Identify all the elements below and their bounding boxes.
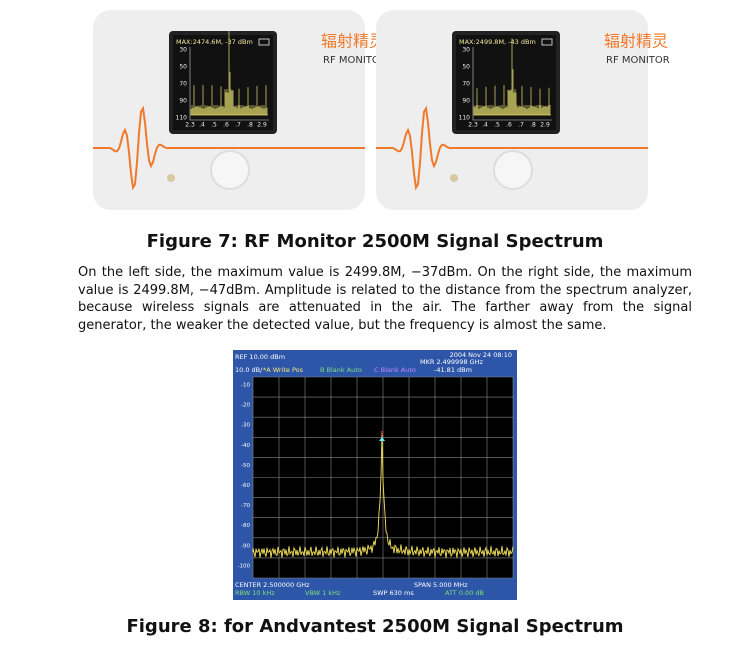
screen-y-label: 90 <box>179 98 187 105</box>
screen-trace <box>473 38 551 116</box>
screen-x-label: .6 <box>506 122 512 129</box>
screen-axis <box>472 47 552 121</box>
analyzer-trace <box>252 432 514 559</box>
screen-x-label: .5 <box>211 122 217 129</box>
button <box>210 150 250 190</box>
marker: 1 <box>380 431 384 438</box>
marker-arrow <box>379 437 385 441</box>
screen-x-label: 2.3 <box>185 122 195 129</box>
figure-caption: Figure 7: RF Monitor 2500M Signal Spectr… <box>146 231 604 252</box>
battery <box>258 38 270 46</box>
screen-y-label: 90 <box>462 98 470 105</box>
analyzer-text: SWP 630 ms <box>373 589 414 597</box>
screen-x-label: 2.3 <box>468 122 478 129</box>
screen-x-label: .4 <box>199 122 205 129</box>
analyzer-text: RBW 10 kHz <box>235 589 275 597</box>
screen-x-label: 2.9 <box>540 122 550 129</box>
analyzer-y-label: -100 <box>238 563 251 569</box>
screen-x-label: .5 <box>494 122 500 129</box>
screen-y-label: 70 <box>179 81 187 88</box>
analyzer-y-label: -50 <box>241 463 250 469</box>
figure-caption: Figure 8: for Andvantest 2500M Signal Sp… <box>126 616 624 637</box>
analyzer-text: MKR 2.499998 GHz <box>420 358 483 366</box>
analyzer-y-label: -20 <box>241 403 250 409</box>
analyzer-text: ATT 0.00 dB <box>445 589 484 597</box>
wave <box>93 105 365 191</box>
screen-x-label: .7 <box>235 122 241 129</box>
analyzer-text: CENTER 2.500000 GHz <box>235 581 310 589</box>
analyzer-text: SPAN 5.000 MHz <box>414 581 468 589</box>
led <box>450 174 458 182</box>
wave <box>376 105 648 191</box>
screen-y-label: 110 <box>459 115 471 122</box>
screen <box>173 35 273 130</box>
screen-x-label: .6 <box>223 122 229 129</box>
analyzer-y-label: -10 <box>241 383 250 389</box>
screen-axis <box>189 47 269 121</box>
screen-header: MAX:2474.6M, -37 dBm <box>176 38 253 46</box>
button <box>493 150 533 190</box>
analyzer-text: C Blank Auto <box>374 366 416 374</box>
analyzer-text: REF 10.00 dBm <box>235 353 285 361</box>
brand: 辐射精灵 <box>604 32 668 51</box>
screen-y-label: 50 <box>462 64 470 71</box>
screen-x-label: .4 <box>482 122 488 129</box>
paragraph: On the left side, the maximum value is 2… <box>78 265 692 333</box>
analyzer-text: *A Write Pos <box>263 366 304 374</box>
screen-y-label: 110 <box>176 115 188 122</box>
analyzer-text: -41.81 dBm <box>434 366 472 374</box>
analyzer-text: 10.0 dB/ <box>235 366 263 374</box>
screen-x-label: .7 <box>518 122 524 129</box>
analyzer-y-label: -30 <box>241 423 250 429</box>
screen-x-label: .8 <box>247 122 253 129</box>
led <box>167 174 175 182</box>
brand: 辐射精灵 <box>321 32 385 51</box>
screen <box>456 35 556 130</box>
analyzer-y-label: -90 <box>241 543 250 549</box>
screen-y-label: 30 <box>179 47 187 54</box>
screen-y-label: 70 <box>462 81 470 88</box>
screen-header: MAX:2499.8M, -43 dBm <box>459 38 536 46</box>
screen-y-label: 50 <box>179 64 187 71</box>
analyzer-y-label: -80 <box>241 523 250 529</box>
battery <box>541 38 553 46</box>
screen-trace <box>190 31 268 116</box>
analyzer-y-label: -60 <box>241 483 250 489</box>
model: RF MONITOR <box>606 55 670 66</box>
analyzer-text: B Blank Auto <box>320 366 362 374</box>
analyzer-y-label: -40 <box>241 443 250 449</box>
analyzer-text: VBW 1 kHz <box>305 589 341 597</box>
model: RF MONITOR <box>323 55 387 66</box>
screen-x-label: 2.9 <box>257 122 267 129</box>
analyzer-y-label: -70 <box>241 503 250 509</box>
screen-y-label: 30 <box>462 47 470 54</box>
screen-x-label: .8 <box>530 122 536 129</box>
analyzer-text: 2004 Nov 24 08:10 <box>450 351 512 359</box>
